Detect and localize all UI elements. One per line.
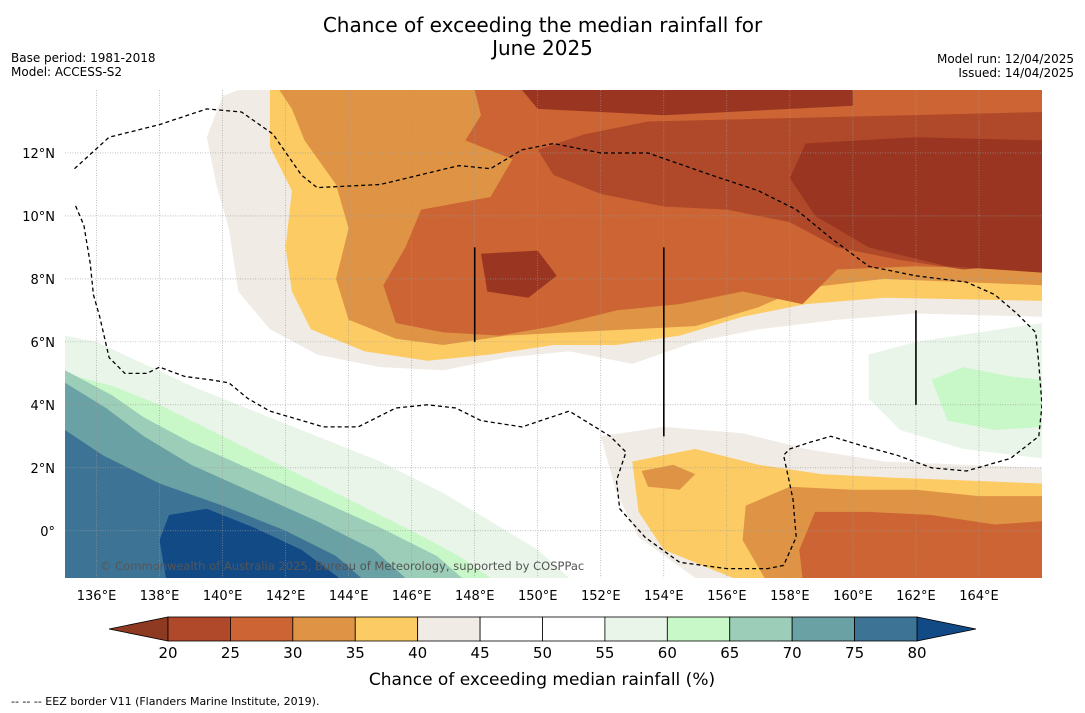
- lon-tick-label: 140°E: [203, 589, 243, 604]
- issued-date: Issued: 14/04/2025: [958, 66, 1074, 80]
- title-line-1: Chance of exceeding the median rainfall …: [322, 13, 763, 37]
- colorbar-tick-label: 45: [471, 644, 490, 662]
- lat-tick-label: 8°N: [31, 273, 56, 288]
- map-copyright: © Commonwealth of Australia 2025, Bureau…: [100, 559, 584, 573]
- lat-tick-label: 4°N: [31, 399, 56, 414]
- region-se-dry-25-30: [799, 511, 1042, 578]
- colorbar-tick-label: 80: [907, 644, 926, 662]
- colorbar-segment: [791, 616, 855, 642]
- region-se-dry-30-35-blob: [641, 464, 696, 490]
- region-wet-75-80: [65, 430, 362, 578]
- lat-tick-label: 0°: [40, 525, 55, 540]
- model-run: Model run: 12/04/2025: [936, 52, 1074, 66]
- lon-tick-label: 160°E: [833, 589, 873, 604]
- lon-tick-label: 164°E: [959, 589, 999, 604]
- colorbar-tick-label: 60: [658, 644, 677, 662]
- colorbar-segment: [167, 616, 231, 642]
- lon-tick-label: 142°E: [266, 589, 306, 604]
- colorbar-under-arrow: [108, 616, 169, 642]
- lat-tick-label: 2°N: [31, 462, 56, 477]
- colorbar-tick-label: 35: [346, 644, 365, 662]
- colorbar-tick-label: 70: [783, 644, 802, 662]
- lon-tick-label: 162°E: [896, 589, 936, 604]
- lat-tick-label: 6°N: [31, 336, 56, 351]
- colorbar-label: Chance of exceeding median rainfall (%): [369, 670, 715, 690]
- lat-tick-label: 10°N: [22, 210, 55, 225]
- map-plot-area: © Commonwealth of Australia 2025, Bureau…: [65, 90, 1042, 578]
- meta-right: Model run: 12/04/2025 Issued: 14/04/2025: [937, 52, 1074, 80]
- lon-tick-label: 136°E: [77, 589, 117, 604]
- chart-title: Chance of exceeding the median rainfall …: [0, 14, 1085, 60]
- region-very-dry-strip-north: [522, 90, 853, 116]
- base-period: Base period: 1981-2018: [11, 51, 156, 65]
- lon-tick-label: 154°E: [644, 589, 684, 604]
- colorbar-tick-label: 75: [845, 644, 864, 662]
- colorbar-over-arrow: [916, 616, 977, 642]
- colorbar-tick-label: 65: [720, 644, 739, 662]
- lon-tick-label: 150°E: [518, 589, 558, 604]
- colorbar-tick-label: 55: [595, 644, 614, 662]
- region-east-wet-60-65: [931, 367, 1042, 430]
- colorbar-segment: [604, 616, 668, 642]
- lon-tick-label: 138°E: [140, 589, 180, 604]
- title-line-2: June 2025: [492, 36, 593, 60]
- colorbar-tick-label: 50: [533, 644, 552, 662]
- lon-tick-label: 148°E: [455, 589, 495, 604]
- lon-tick-label: 158°E: [770, 589, 810, 604]
- colorbar-segment: [230, 616, 294, 642]
- colorbar: 20 25 30 35 40 45 50 55 60 65 70 75 80 Chance of exce…: [108, 616, 977, 690]
- lon-tick-label: 156°E: [707, 589, 747, 604]
- lon-tick-label: 146°E: [392, 589, 432, 604]
- colorbar-segment: [417, 616, 481, 642]
- colorbar-tick-label: 30: [283, 644, 302, 662]
- colorbar-tick-label: 25: [221, 644, 240, 662]
- colorbar-tick-label: 20: [158, 644, 177, 662]
- colorbar-segment: [292, 616, 356, 642]
- lon-tick-label: 152°E: [581, 589, 621, 604]
- lat-tick-label: 12°N: [22, 147, 55, 162]
- lon-tick-label: 144°E: [329, 589, 369, 604]
- colorbar-segment: [854, 616, 918, 642]
- eez-footnote: -- -- -- EEZ border V11 (Flanders Marine…: [11, 695, 320, 708]
- colorbar-segment: [354, 616, 419, 642]
- colorbar-tick-label: 40: [408, 644, 427, 662]
- eez-border: [73, 108, 1042, 570]
- region-very-dry-core-northeast: [789, 137, 1042, 273]
- map-axes: 136°E 138°E 140°E 142°E 144°E 146°E 148°E 150°E…: [22, 147, 999, 604]
- colorbar-segment: [666, 616, 731, 642]
- meta-left: Base period: 1981-2018 Model: ACCESS-S2: [11, 51, 156, 79]
- model-name: Model: ACCESS-S2: [11, 65, 123, 79]
- colorbar-segment: [729, 616, 793, 642]
- colorbar-segment: [542, 616, 606, 642]
- colorbar-segment: [479, 616, 543, 642]
- region-wet-80plus: [159, 508, 340, 578]
